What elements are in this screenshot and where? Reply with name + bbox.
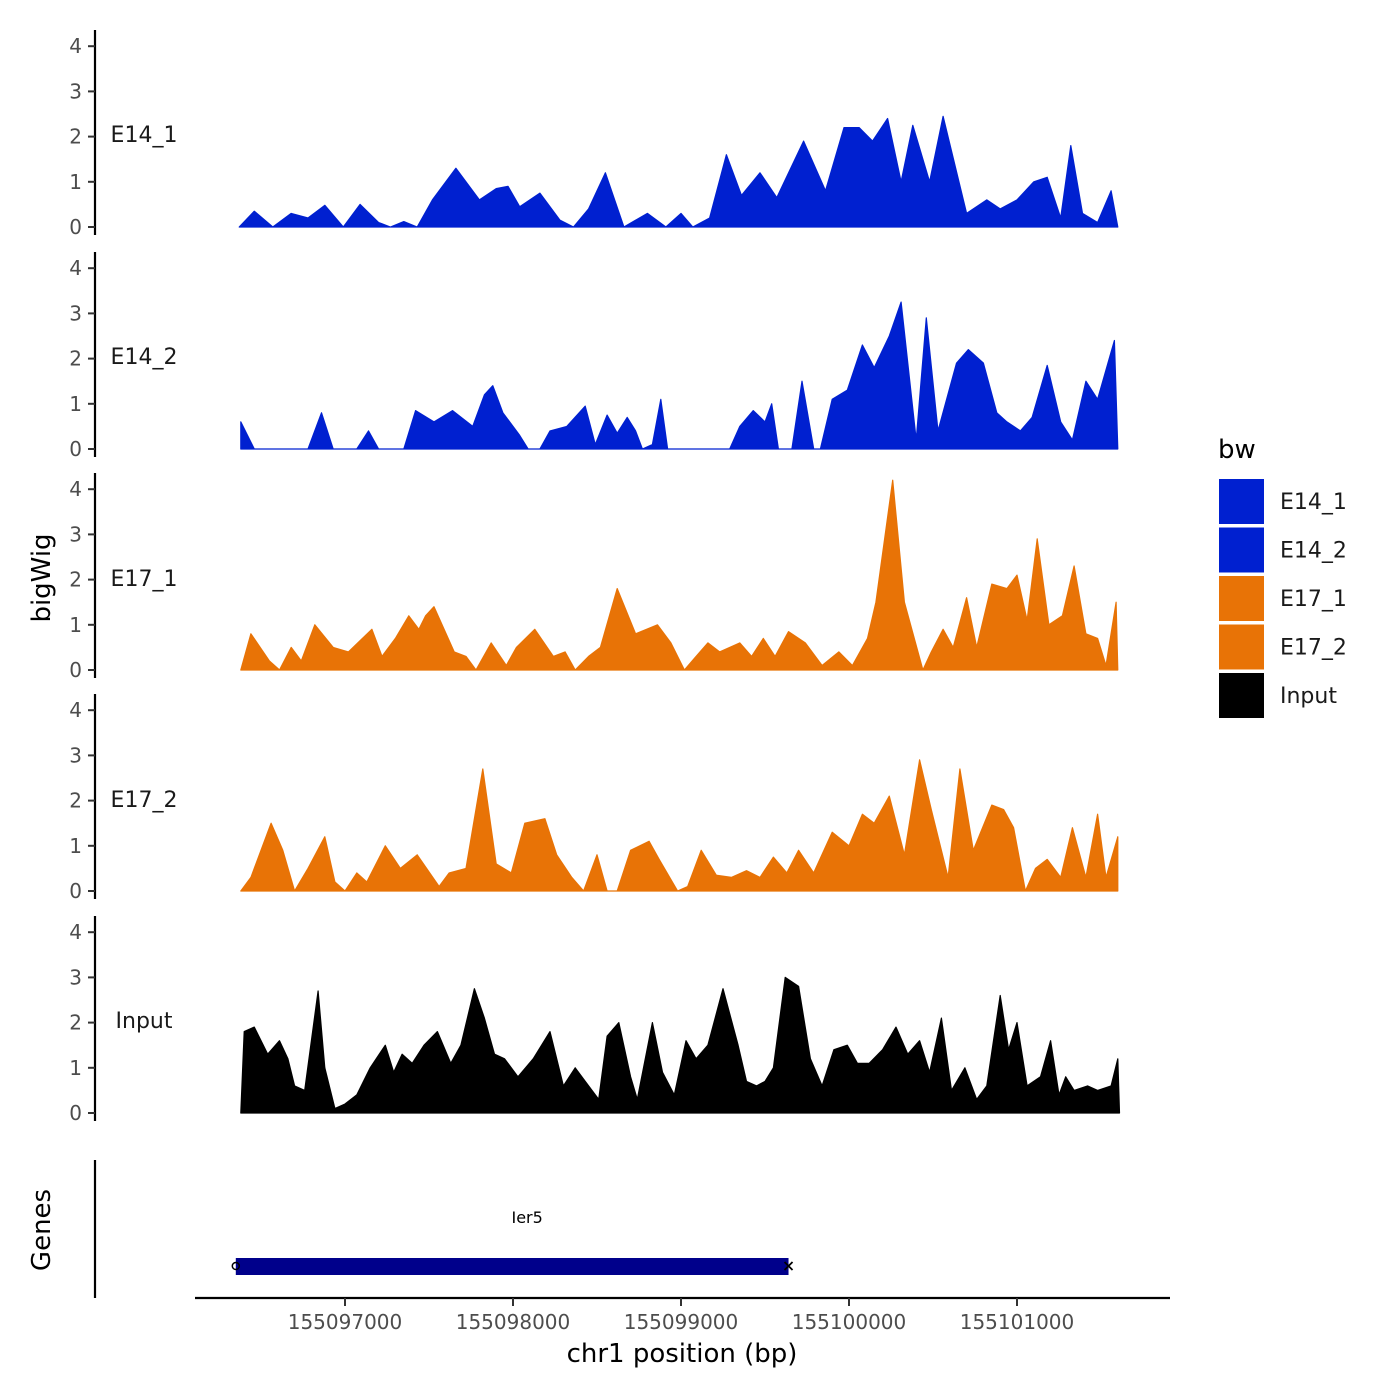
track-label-Input: Input: [116, 1009, 173, 1034]
legend-swatch-Input: [1219, 673, 1264, 718]
y-tick-label: 4: [69, 698, 82, 722]
y-tick-label: 3: [69, 522, 82, 546]
track-E17_2: 0 1 2 3 4 E17_2: [69, 694, 1119, 903]
track-E14_2: 0 1 2 3 4 E14_2: [69, 252, 1119, 461]
legend-swatch-E14_1: [1219, 479, 1264, 524]
signal-area-E14_2: [240, 301, 1119, 450]
legend-label-Input: Input: [1280, 684, 1337, 709]
y-tick-label: 0: [69, 658, 82, 682]
gene-start-marker: [231, 1261, 241, 1271]
signal-area-E14_1: [238, 115, 1119, 228]
legend-label-E17_1: E17_1: [1280, 587, 1347, 612]
legend-label-E14_1: E14_1: [1280, 490, 1347, 515]
y-tick-label: 3: [69, 79, 82, 103]
y-tick-label: 3: [69, 743, 82, 767]
y-tick-label: 0: [69, 879, 82, 903]
x-tick-label: 155098000: [456, 1310, 571, 1334]
track-label-E17_2: E17_2: [111, 788, 178, 813]
y-tick-label: 0: [69, 1101, 82, 1125]
genes-axis-title: Genes: [27, 1189, 57, 1271]
x-tick-label: 155099000: [624, 1310, 739, 1334]
track-label-E14_1: E14_1: [111, 123, 178, 148]
signal-area-Input: [240, 976, 1121, 1114]
legend-label-E17_2: E17_2: [1280, 636, 1347, 661]
gene-end-marker: [783, 1261, 794, 1271]
y-tick-label: 2: [69, 568, 82, 592]
y-tick-label: 2: [69, 1011, 82, 1035]
y-tick-label: 2: [69, 789, 82, 813]
track-E17_1: 0 1 2 3 4 E17_1: [69, 473, 1119, 682]
genes-panel: Ier5: [93, 1160, 794, 1298]
x-axis: 155097000 155098000 155099000 155100000 1551…: [195, 1296, 1170, 1334]
gene-body-Ier5: [235, 1258, 789, 1275]
track-label-E17_1: E17_1: [111, 567, 178, 592]
signal-area-E17_2: [240, 759, 1119, 892]
y-tick-label: 3: [69, 301, 82, 325]
legend-swatch-E14_2: [1219, 527, 1264, 573]
legend-swatch-E17_2: [1219, 624, 1264, 670]
y-tick-label: 0: [69, 215, 82, 239]
track-Input: 0 1 2 3 4 Input: [69, 916, 1121, 1125]
x-tick-label: 155100000: [792, 1310, 907, 1334]
bigwig-tracks: 0 1 2 3 4 E14_1 0 1 2 3 4 E14_2 0 1 2 3 4 E17_1 0 1 2 3 4 E17_2…: [69, 30, 1121, 1125]
y-tick-label: 1: [69, 170, 82, 194]
y-tick-label: 2: [69, 125, 82, 149]
legend-title: bw: [1218, 435, 1256, 465]
y-tick-label: 4: [69, 477, 82, 501]
legend: bw E14_1 E14_2 E17_1 E17_2 Input: [1218, 435, 1347, 718]
gene-label-Ier5: Ier5: [511, 1208, 542, 1227]
track-label-E14_2: E14_2: [111, 345, 178, 370]
y-axis-title: bigWig: [27, 533, 57, 622]
signal-area-E17_1: [240, 479, 1119, 671]
y-tick-label: 4: [69, 256, 82, 280]
track-E14_1: 0 1 2 3 4 E14_1: [69, 30, 1119, 239]
y-tick-label: 3: [69, 965, 82, 989]
y-tick-label: 0: [69, 437, 82, 461]
x-axis-title: chr1 position (bp): [567, 1339, 798, 1369]
y-tick-label: 2: [69, 347, 82, 371]
y-tick-label: 1: [69, 834, 82, 858]
y-tick-label: 4: [69, 34, 82, 58]
x-tick-label: 155097000: [288, 1310, 403, 1334]
x-tick-label: 155101000: [960, 1310, 1075, 1334]
legend-label-E14_2: E14_2: [1280, 539, 1347, 564]
y-tick-label: 1: [69, 1056, 82, 1080]
y-tick-label: 4: [69, 920, 82, 944]
legend-swatch-E17_1: [1219, 576, 1264, 621]
y-tick-label: 1: [69, 613, 82, 637]
y-tick-label: 1: [69, 392, 82, 416]
